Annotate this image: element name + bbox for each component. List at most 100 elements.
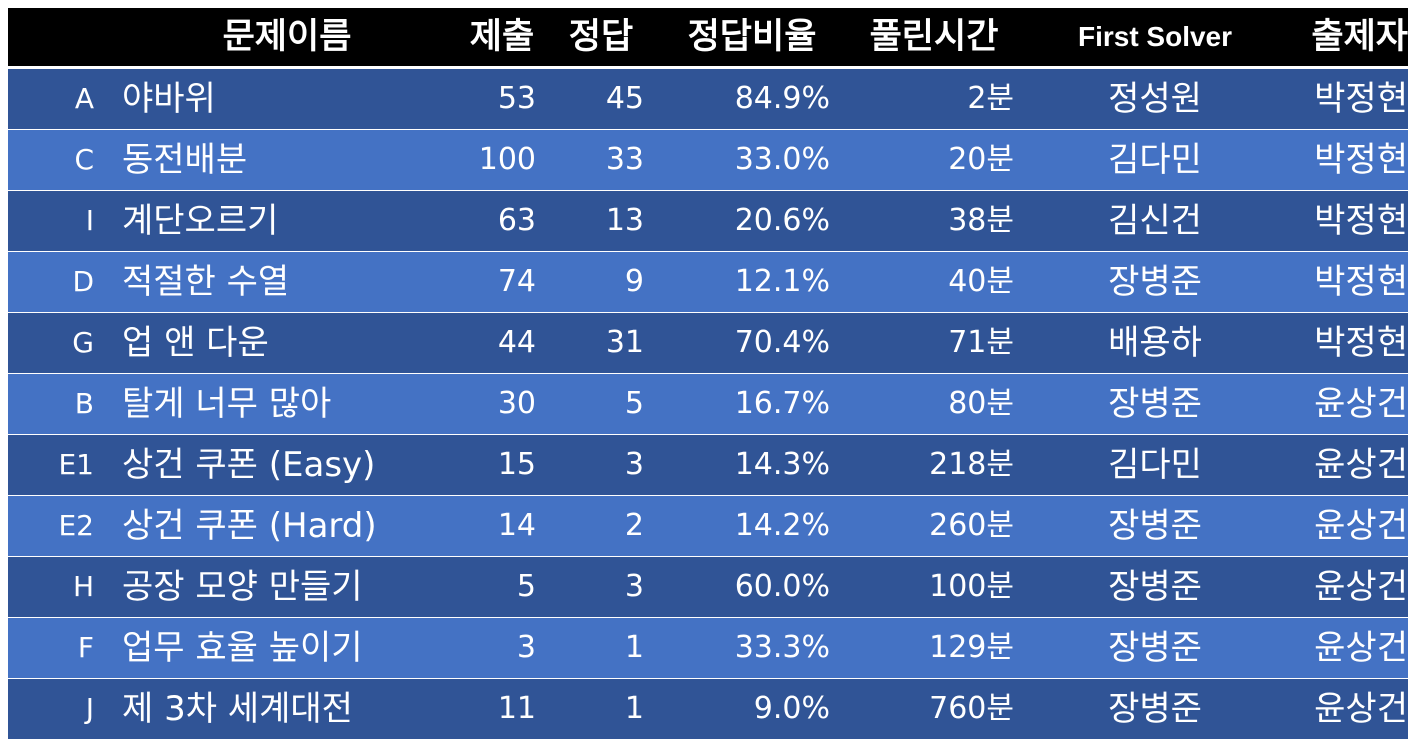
submissions-count: 15 <box>497 447 536 482</box>
problem-id: I <box>85 204 94 237</box>
correct-ratio: 60.0% <box>734 569 830 604</box>
correct-count: 13 <box>605 203 644 238</box>
solved-time: 80분 <box>948 386 1014 421</box>
correct-ratio: 14.2% <box>734 508 830 543</box>
problem-id: J <box>85 692 94 725</box>
problem-id: H <box>72 570 94 603</box>
first-solver: 장병준 <box>1108 689 1202 729</box>
header-author: 출제자 <box>1311 16 1408 57</box>
table-row: C 동전배분 100 33 33.0% 20분 김다민 박정현 <box>8 129 1408 190</box>
solved-time: 2분 <box>967 81 1014 116</box>
solved-time: 100분 <box>929 569 1014 604</box>
table-row: E1 상건 쿠폰 (Easy) 15 3 14.3% 218분 김다민 윤상건 <box>8 434 1408 495</box>
table-row: I 계단오르기 63 13 20.6% 38분 김신건 박정현 <box>8 190 1408 251</box>
first-solver: 장병준 <box>1108 628 1202 668</box>
problem-author: 윤상건 <box>1314 628 1408 668</box>
problem-author: 윤상건 <box>1314 445 1408 485</box>
correct-ratio: 33.3% <box>734 630 830 665</box>
first-solver: 정성원 <box>1108 79 1202 119</box>
problem-id: B <box>74 387 94 420</box>
correct-ratio: 14.3% <box>734 447 830 482</box>
correct-count: 3 <box>624 447 644 482</box>
problem-id: E2 <box>58 509 94 542</box>
correct-ratio: 16.7% <box>734 386 830 421</box>
submissions-count: 44 <box>497 325 536 360</box>
correct-count: 45 <box>605 81 644 116</box>
solved-time: 129분 <box>929 630 1014 665</box>
correct-count: 9 <box>624 264 644 299</box>
problem-name: 탈게 너무 많아 <box>122 384 332 424</box>
submissions-count: 14 <box>497 508 536 543</box>
problem-name: 업 앤 다운 <box>122 323 269 363</box>
problem-name: 상건 쿠폰 (Easy) <box>122 445 376 485</box>
problem-name: 계단오르기 <box>122 201 279 241</box>
problem-author: 윤상건 <box>1314 384 1408 424</box>
first-solver: 배용하 <box>1108 323 1202 363</box>
first-solver: 김다민 <box>1108 445 1202 485</box>
submissions-count: 53 <box>497 81 536 116</box>
problem-author: 윤상건 <box>1314 506 1408 546</box>
problem-name: 야바위 <box>122 79 216 119</box>
submissions-count: 3 <box>516 630 536 665</box>
first-solver: 김신건 <box>1108 201 1202 241</box>
problem-id: A <box>74 82 94 115</box>
header-name: 문제이름 <box>222 16 352 57</box>
table-row: B 탈게 너무 많아 30 5 16.7% 80분 장병준 윤상건 <box>8 373 1408 434</box>
correct-count: 1 <box>624 691 644 726</box>
table-header-row: 문제이름 제출 정답 정답비율 풀린시간 First Solver 출제자 <box>8 8 1408 69</box>
correct-count: 3 <box>624 569 644 604</box>
submissions-count: 5 <box>516 569 536 604</box>
first-solver: 김다민 <box>1108 140 1202 180</box>
problem-author: 박정현 <box>1314 201 1408 241</box>
header-submissions: 제출 <box>469 16 535 57</box>
first-solver: 장병준 <box>1108 384 1202 424</box>
submissions-count: 74 <box>497 264 536 299</box>
problem-author: 윤상건 <box>1314 689 1408 729</box>
table-row: A 야바위 53 45 84.9% 2분 정성원 박정현 <box>8 69 1408 129</box>
submissions-count: 11 <box>497 691 536 726</box>
problem-author: 윤상건 <box>1314 567 1408 607</box>
problem-name: 제 3차 세계대전 <box>122 689 353 729</box>
problem-id: D <box>72 265 94 298</box>
submissions-count: 63 <box>497 203 536 238</box>
problem-id: G <box>72 326 94 359</box>
header-ratio: 정답비율 <box>687 16 817 57</box>
correct-ratio: 70.4% <box>734 325 830 360</box>
correct-count: 1 <box>624 630 644 665</box>
problem-name: 적절한 수열 <box>122 262 290 302</box>
problem-id: F <box>77 631 94 664</box>
solved-time: 260분 <box>929 508 1014 543</box>
header-first-solver: First Solver <box>1077 21 1233 52</box>
correct-count: 33 <box>605 142 644 177</box>
first-solver: 장병준 <box>1108 506 1202 546</box>
solved-time: 71분 <box>948 325 1014 360</box>
solved-time: 218분 <box>929 447 1014 482</box>
correct-count: 5 <box>624 386 644 421</box>
submissions-count: 30 <box>497 386 536 421</box>
correct-ratio: 84.9% <box>734 81 830 116</box>
header-time: 풀린시간 <box>869 16 999 57</box>
problem-id: E1 <box>58 448 94 481</box>
problem-name: 동전배분 <box>122 140 248 180</box>
table-row: E2 상건 쿠폰 (Hard) 14 2 14.2% 260분 장병준 윤상건 <box>8 495 1408 556</box>
table-row: D 적절한 수열 74 9 12.1% 40분 장병준 박정현 <box>8 251 1408 312</box>
solved-time: 20분 <box>948 142 1014 177</box>
table-row: G 업 앤 다운 44 31 70.4% 71분 배용하 박정현 <box>8 312 1408 373</box>
correct-count: 31 <box>605 325 644 360</box>
correct-count: 2 <box>624 508 644 543</box>
problem-name: 업무 효율 높이기 <box>122 628 363 668</box>
problem-name: 공장 모양 만들기 <box>122 567 363 607</box>
header-correct: 정답 <box>568 16 634 57</box>
solved-time: 760분 <box>929 691 1014 726</box>
table-row: H 공장 모양 만들기 5 3 60.0% 100분 장병준 윤상건 <box>8 556 1408 617</box>
correct-ratio: 33.0% <box>734 142 830 177</box>
problem-id: C <box>74 143 94 176</box>
first-solver: 장병준 <box>1108 262 1202 302</box>
problem-name: 상건 쿠폰 (Hard) <box>122 506 377 546</box>
problem-author: 박정현 <box>1314 79 1408 119</box>
table-body: A 야바위 53 45 84.9% 2분 정성원 박정현 C 동전배분 100 33 33.0% 20분 김… <box>8 69 1408 739</box>
first-solver: 장병준 <box>1108 567 1202 607</box>
